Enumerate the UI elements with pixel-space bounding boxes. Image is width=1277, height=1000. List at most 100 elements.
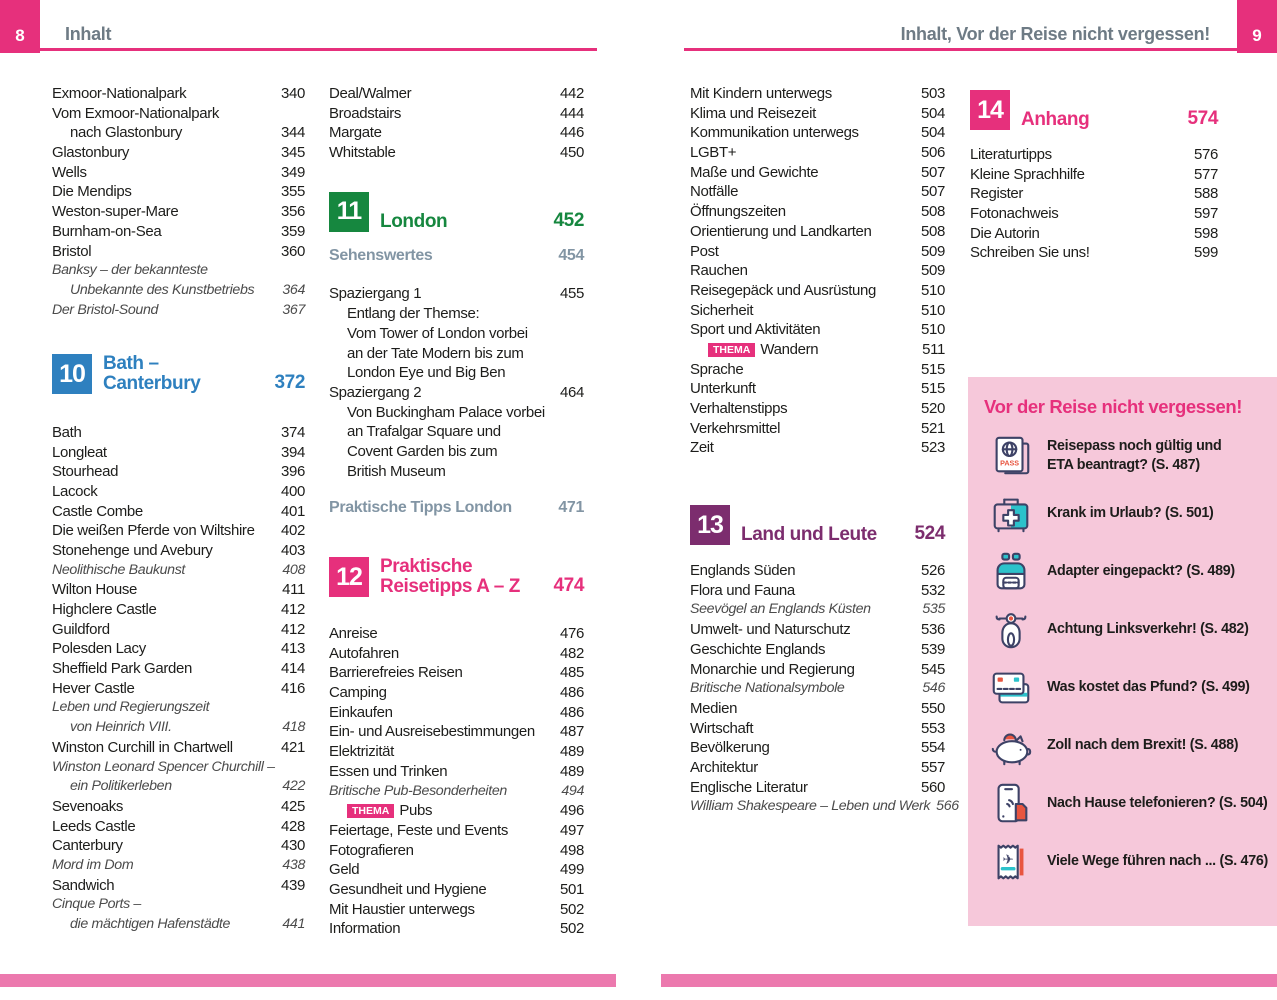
- toc-entry: Hever Castle 416: [52, 679, 305, 699]
- toc-entry-title: Weston-super-Mare: [52, 203, 179, 221]
- toc-entry-title: an der Tate Modern bis zum: [347, 344, 524, 362]
- toc-entry: Englische Literatur 560: [690, 778, 945, 798]
- reminder-box-title: Vor der Reise nicht vergessen!: [984, 396, 1243, 417]
- toc-entry-title: Hever Castle: [52, 679, 135, 697]
- toc-entry-page: 413: [281, 640, 305, 658]
- toc-entry: Information 502: [329, 919, 584, 939]
- toc-entry-title: Castle Combe: [52, 502, 143, 520]
- toc-entry: nach Glastonbury 344: [52, 123, 305, 143]
- reminder-item: ✈ Viele Wege führen nach ... (S. 476): [984, 833, 1268, 891]
- chapter-number-box: 12: [329, 557, 369, 597]
- toc-entry-page: 403: [281, 541, 305, 559]
- toc-entry: Castle Combe 401: [52, 502, 305, 522]
- toc-entry-page: 416: [281, 679, 305, 697]
- toc-entry-title: Longleat: [52, 443, 107, 461]
- toc-entry-page: 501: [560, 880, 584, 898]
- toc-entry-page: 359: [281, 222, 305, 240]
- toc-entry-title: British Museum: [347, 462, 446, 480]
- toc-entry: Anreise 476: [329, 624, 584, 644]
- toc-entry-title: Leben und Regierungszeit: [52, 699, 210, 716]
- toc-entry-title: Umwelt- und Naturschutz: [690, 621, 851, 639]
- toc-entry-title: Sprache: [690, 360, 744, 378]
- toc-entry: Covent Garden bis zum: [329, 442, 584, 462]
- toc-entry: Deal/Walmer 442: [329, 84, 584, 104]
- toc-entry-title: von Heinrich VIII.: [70, 719, 172, 736]
- toc-entry-title: nach Glastonbury: [70, 124, 182, 142]
- toc-entry: Fotografieren 498: [329, 841, 584, 861]
- toc-entry-page: 441: [282, 916, 305, 933]
- toc-entry-title: Anreise: [329, 625, 378, 642]
- toc-entry-title: Bristol: [52, 242, 92, 260]
- toc-entry-title: THEMA Pubs: [347, 801, 432, 821]
- toc-entry-title: Spaziergang 1: [329, 285, 422, 303]
- toc-entry-title: Monarchie und Regierung: [690, 660, 855, 678]
- toc-entry: Entlang der Themse:: [329, 304, 584, 324]
- toc-entry-page: 450: [560, 144, 584, 162]
- toc-entry: Die Mendips 355: [52, 182, 305, 202]
- toc-entry: Geschichte Englands 539: [690, 640, 945, 660]
- toc-entry: Leeds Castle 428: [52, 817, 305, 837]
- toc-entry: Verkehrsmittel 521: [690, 419, 945, 439]
- toc-entry-title: Register: [970, 185, 1024, 203]
- toc-entry: Einkaufen 486: [329, 703, 584, 723]
- toc-entry-title: Literaturtipps: [970, 146, 1052, 163]
- toc-entry-title: Highclere Castle: [52, 601, 157, 619]
- toc-entry-page: 486: [560, 703, 584, 721]
- toc-entry: Unbekannte des Kunstbetriebs 364: [52, 281, 305, 301]
- toc-entry-title: Bevölkerung: [690, 739, 770, 757]
- toc-column-1: Exmoor-Nationalpark 340 Vom Exmoor-Nationa…: [52, 84, 305, 935]
- toc-entry-page: 503: [921, 85, 945, 102]
- toc-entry-page: 497: [560, 821, 584, 839]
- toc-entry: Medien 550: [690, 699, 945, 719]
- toc-entry: die mächtigen Hafenstädte 441: [52, 915, 305, 935]
- toc-entry: Rauchen 509: [690, 261, 945, 281]
- toc-entry: Bristol 360: [52, 242, 305, 262]
- toc-entry-page: 553: [921, 719, 945, 737]
- toc-entry-page: 510: [921, 321, 945, 339]
- toc-entry-title: Maße und Gewichte: [690, 163, 819, 181]
- toc-entry-page: 344: [281, 124, 305, 142]
- reminder-item: Krank im Urlaub? (S. 501): [984, 485, 1263, 543]
- toc-entry: Kleine Sprachhilfe 577: [970, 165, 1218, 185]
- toc-entry: Reisegepäck und Ausrüstung 510: [690, 281, 945, 301]
- chapter-page-number: 452: [553, 209, 584, 231]
- toc-entry-page: 502: [560, 920, 584, 938]
- toc-entry-title: Von Buckingham Palace vorbei: [347, 403, 545, 421]
- toc-entry-page: 476: [560, 625, 584, 642]
- phone-sim-icon: [984, 781, 1038, 827]
- toc-entry: British Museum: [329, 462, 584, 482]
- toc-entry: an Trafalgar Square und: [329, 422, 584, 442]
- toc-entry-title: Orientierung und Landkarten: [690, 222, 872, 240]
- chapter-number-box: 13: [690, 505, 730, 546]
- toc-entry-page: 509: [921, 242, 945, 260]
- toc-entry: Essen und Trinken 489: [329, 762, 584, 782]
- toc-entry: THEMA Wandern 511: [690, 340, 945, 360]
- toc-entry-page: 455: [560, 285, 584, 303]
- toc-entry-title: ein Politikerleben: [70, 778, 172, 795]
- toc-entry: THEMA Pubs 496: [329, 801, 584, 821]
- toc-entry-page: 412: [281, 620, 305, 638]
- toc-entry-title: Sicherheit: [690, 301, 754, 319]
- toc-entry-title: Mit Kindern unterwegs: [690, 85, 832, 102]
- toc-entry: Spaziergang 1 455: [329, 284, 584, 304]
- toc-section-heading: Sehenswertes 454: [329, 246, 584, 266]
- toc-entry: Banksy – der bekannteste: [52, 261, 305, 281]
- toc-entry-page: 550: [921, 699, 945, 717]
- reminder-item-text: Was kostet das Pfund? (S. 499): [1047, 679, 1250, 696]
- toc-entry-title: Vom Tower of London vorbei: [347, 324, 528, 342]
- reminder-item-text: Viele Wege führen nach ... (S. 476): [1047, 853, 1268, 870]
- reminder-item: Adapter eingepackt? (S. 489): [984, 543, 1263, 601]
- toc-entry-title: Sehenswertes: [329, 246, 433, 264]
- toc-entry-title: Sheffield Park Garden: [52, 660, 192, 678]
- toc-entry-page: 523: [921, 439, 945, 457]
- toc-entry-title: Fotonachweis: [970, 205, 1059, 223]
- chapter-title: Bath – Canterbury: [103, 353, 201, 395]
- toc-entry-page: 438: [282, 856, 305, 873]
- toc-entry: Sevenoaks 425: [52, 797, 305, 817]
- toc-entry: Verhaltenstipps 520: [690, 399, 945, 419]
- toc-entry: William Shakespeare – Leben und Werk 566: [690, 797, 959, 817]
- chapter-heading: 13 Land und Leute 524: [690, 505, 945, 546]
- chapter-heading: 14 Anhang 574: [970, 90, 1218, 130]
- toc-entry-page: 504: [921, 124, 945, 142]
- toc-entry-page: 486: [560, 684, 584, 702]
